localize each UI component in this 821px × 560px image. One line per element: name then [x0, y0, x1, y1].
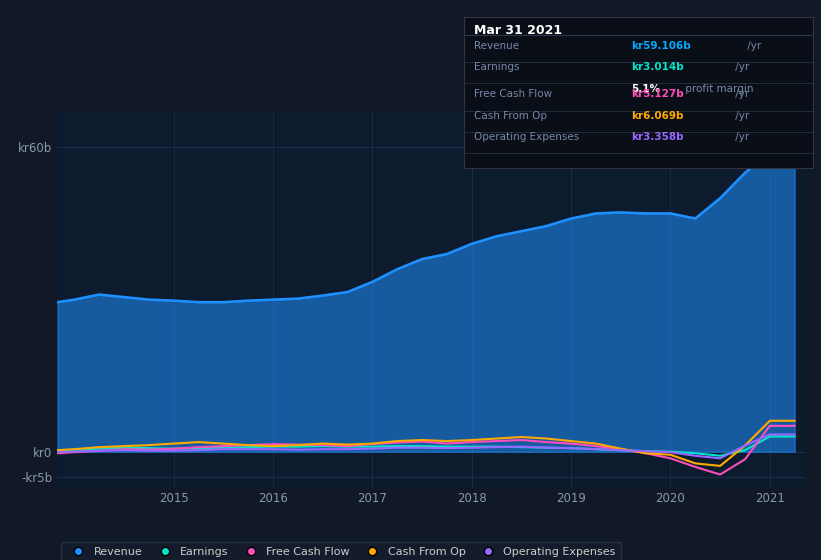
- Legend: Revenue, Earnings, Free Cash Flow, Cash From Op, Operating Expenses: Revenue, Earnings, Free Cash Flow, Cash …: [62, 542, 621, 560]
- Text: kr5.127b: kr5.127b: [631, 90, 684, 99]
- Text: kr3.014b: kr3.014b: [631, 62, 684, 72]
- Text: /yr: /yr: [732, 62, 749, 72]
- Text: kr6.069b: kr6.069b: [631, 110, 684, 120]
- Text: kr59.106b: kr59.106b: [631, 41, 691, 51]
- Text: /yr: /yr: [732, 132, 749, 142]
- Text: Free Cash Flow: Free Cash Flow: [475, 90, 553, 99]
- Text: /yr: /yr: [745, 41, 762, 51]
- Text: Revenue: Revenue: [475, 41, 520, 51]
- Text: Cash From Op: Cash From Op: [475, 110, 548, 120]
- Text: /yr: /yr: [732, 110, 749, 120]
- Text: profit margin: profit margin: [681, 84, 753, 94]
- Text: 5.1%: 5.1%: [631, 84, 660, 94]
- Text: /yr: /yr: [732, 90, 749, 99]
- Text: Mar 31 2021: Mar 31 2021: [475, 25, 562, 38]
- Text: Earnings: Earnings: [475, 62, 520, 72]
- Text: Operating Expenses: Operating Expenses: [475, 132, 580, 142]
- Text: kr3.358b: kr3.358b: [631, 132, 684, 142]
